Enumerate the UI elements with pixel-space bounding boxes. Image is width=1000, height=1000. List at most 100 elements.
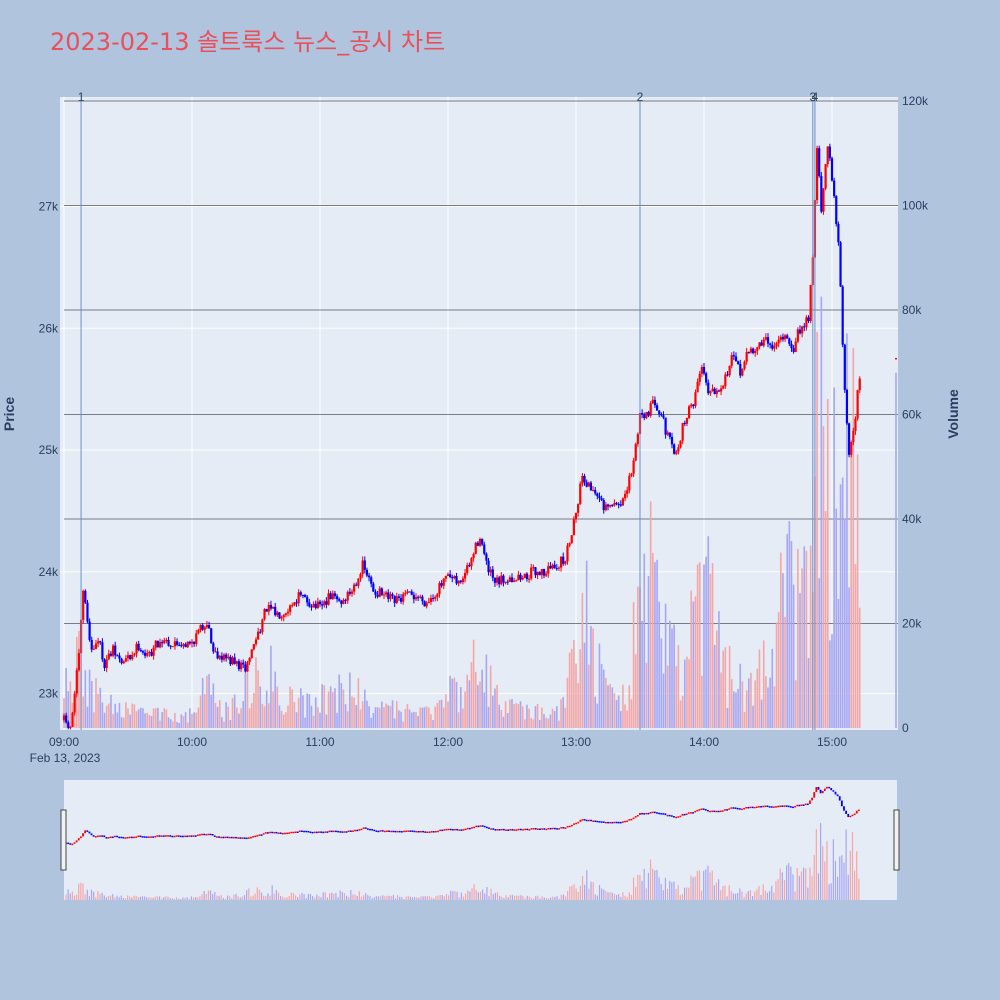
candle-body-275 [649,403,652,416]
price-tick-label-4: 27k [39,200,59,214]
slider-candle-20 [107,837,110,839]
volume-bar-262 [622,684,624,728]
candle-53 [175,638,179,647]
volume-bar-18 [101,702,104,728]
slider-candle-150 [383,830,386,833]
slider-volume-bar-335 [777,879,779,900]
slider-candle-336 [779,805,782,807]
range-slider-left-handle[interactable] [60,809,67,871]
candle-135 [350,589,354,597]
candle-body-73 [218,655,221,659]
candle-84 [242,659,245,669]
volume-bar-67 [206,675,208,728]
candle-123 [325,597,328,609]
slider-candle-52 [175,835,178,837]
slider-candle-158 [400,831,403,833]
slider-volume-bar-217 [526,895,528,900]
volume-bar-359 [829,640,831,728]
slider-candle-279 [658,812,660,815]
slider-volume-bar-165 [416,897,418,900]
range-slider[interactable] [60,780,900,900]
slider-volume-bar-99 [275,889,278,900]
candle-161 [406,589,409,595]
slider-volume-bar-118 [316,894,318,900]
slider-candle-83 [241,837,244,839]
volume-bar-127 [334,688,336,728]
candle-body-348 [805,317,808,328]
candle-301 [705,371,708,386]
candle-58 [186,641,189,648]
candle-104 [284,612,287,618]
slider-candle-292 [685,813,688,815]
slider-volume-bar-246 [588,888,590,900]
slider-volume-bar-300 [703,870,705,900]
slider-candle-230 [553,827,556,830]
candle-body-95 [265,609,268,612]
volume-bar-224 [541,707,543,728]
candle-body-72 [216,651,219,659]
volume-bar-171 [428,707,430,728]
volume-bar-275 [649,501,652,728]
candle-317 [739,359,742,379]
slider-volume-bar-357 [824,861,826,900]
candle-body-214 [519,574,522,580]
candle-body-78 [229,656,232,665]
slider-candle-329 [764,805,767,808]
candle-11 [86,599,89,624]
candle-237 [568,542,571,548]
slider-candle-86 [247,837,250,839]
candle-body-363 [837,224,840,243]
slider-candle-124 [328,830,331,833]
slider-candle-342 [792,806,794,809]
slider-candle-64 [201,833,203,836]
volume-bar-272 [643,553,646,728]
slider-volume-bar-30 [129,896,131,900]
volume-bar-166 [417,715,419,728]
slider-candle-264 [626,820,629,823]
slider-candle-245 [585,819,588,822]
slider-volume-bar-26 [120,895,122,900]
volume-bar-21 [108,703,110,728]
slider-volume-bar-44 [158,896,161,900]
candle-body-94 [263,609,266,620]
candle-221 [534,567,537,579]
slider-candle-94 [264,832,267,834]
price-tick-label-0: 23k [39,686,59,700]
candle-body-213 [517,574,520,581]
candle-134 [348,588,351,596]
candle-body-344 [796,329,799,342]
candle-body-249 [594,490,597,494]
slider-candle-253 [602,821,605,823]
slider-candle-227 [547,827,550,830]
slider-volume-bar-332 [771,885,773,900]
candle-5 [73,690,76,716]
candle-334 [775,341,778,350]
slider-volume-bar-6 [78,883,80,900]
slider-volume-bar-304 [711,870,713,900]
candle-body-24 [114,645,117,656]
candle-body-323 [751,348,755,353]
range-slider-background[interactable] [64,780,897,900]
slider-volume-bar-149 [382,895,384,900]
candle-149 [380,587,383,596]
candle-106 [289,604,292,616]
candle-122 [323,599,326,608]
slider-candle-149 [381,830,384,832]
candle-body-271 [641,412,644,415]
candle-body-284 [668,432,671,437]
slider-candle-257 [611,821,614,824]
event-label-2: 2 [637,90,644,104]
candle-266 [630,472,633,478]
candle-body-353 [815,148,819,201]
candle-205 [500,572,503,586]
volume-bar-39 [146,712,148,728]
volume-bar-119 [317,707,319,728]
slider-candle-75 [224,836,227,839]
event-label-4: 4 [812,90,819,104]
candle-body-38 [143,652,147,656]
range-slider-right-handle[interactable] [893,809,900,871]
candle-body-21 [107,653,110,660]
slider-volume-bar-318 [741,891,743,900]
candle-220 [532,564,535,572]
candle-1 [65,712,68,724]
